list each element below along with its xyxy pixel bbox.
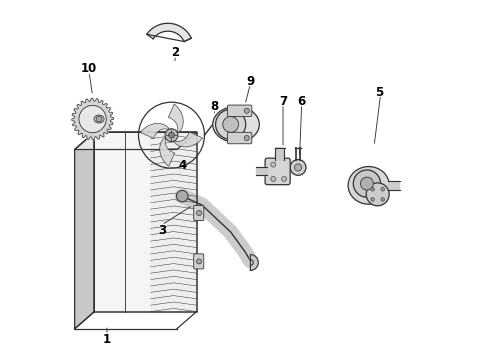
Circle shape bbox=[290, 159, 306, 175]
Polygon shape bbox=[174, 132, 203, 147]
Polygon shape bbox=[169, 104, 183, 133]
Text: 8: 8 bbox=[210, 100, 219, 113]
Text: 10: 10 bbox=[81, 62, 97, 75]
Circle shape bbox=[216, 109, 245, 139]
Text: 9: 9 bbox=[246, 75, 254, 88]
Circle shape bbox=[271, 176, 276, 181]
Polygon shape bbox=[160, 138, 174, 166]
FancyBboxPatch shape bbox=[227, 105, 252, 117]
Circle shape bbox=[271, 162, 276, 167]
Text: 7: 7 bbox=[279, 95, 287, 108]
Circle shape bbox=[79, 105, 106, 133]
Text: 6: 6 bbox=[297, 95, 306, 108]
Polygon shape bbox=[389, 181, 399, 190]
Polygon shape bbox=[72, 98, 113, 140]
Circle shape bbox=[381, 198, 385, 201]
Polygon shape bbox=[275, 148, 284, 160]
FancyBboxPatch shape bbox=[194, 206, 204, 221]
Circle shape bbox=[361, 177, 373, 190]
Circle shape bbox=[245, 135, 249, 140]
Polygon shape bbox=[74, 132, 95, 329]
Polygon shape bbox=[147, 23, 191, 41]
Circle shape bbox=[245, 108, 249, 113]
Circle shape bbox=[196, 211, 201, 216]
Circle shape bbox=[294, 164, 302, 171]
Ellipse shape bbox=[213, 107, 259, 142]
Circle shape bbox=[176, 190, 188, 202]
Circle shape bbox=[165, 129, 178, 141]
Text: 1: 1 bbox=[103, 333, 111, 346]
Polygon shape bbox=[74, 132, 196, 149]
Circle shape bbox=[169, 132, 174, 138]
Text: 2: 2 bbox=[171, 46, 179, 59]
Circle shape bbox=[282, 176, 287, 181]
Polygon shape bbox=[95, 132, 150, 312]
Circle shape bbox=[223, 117, 239, 132]
FancyBboxPatch shape bbox=[265, 158, 290, 185]
FancyBboxPatch shape bbox=[227, 132, 252, 144]
Polygon shape bbox=[140, 123, 169, 138]
Text: 3: 3 bbox=[158, 224, 167, 237]
Circle shape bbox=[371, 188, 374, 191]
Text: 5: 5 bbox=[375, 86, 384, 99]
Circle shape bbox=[96, 116, 102, 122]
Text: 4: 4 bbox=[178, 159, 186, 172]
Ellipse shape bbox=[94, 115, 104, 123]
Circle shape bbox=[371, 198, 374, 201]
Polygon shape bbox=[250, 255, 258, 270]
Polygon shape bbox=[256, 167, 267, 175]
Circle shape bbox=[353, 170, 381, 197]
Polygon shape bbox=[150, 132, 196, 312]
Ellipse shape bbox=[348, 167, 390, 204]
Circle shape bbox=[196, 259, 201, 264]
FancyBboxPatch shape bbox=[194, 254, 204, 269]
Circle shape bbox=[381, 188, 385, 191]
Circle shape bbox=[366, 183, 389, 206]
